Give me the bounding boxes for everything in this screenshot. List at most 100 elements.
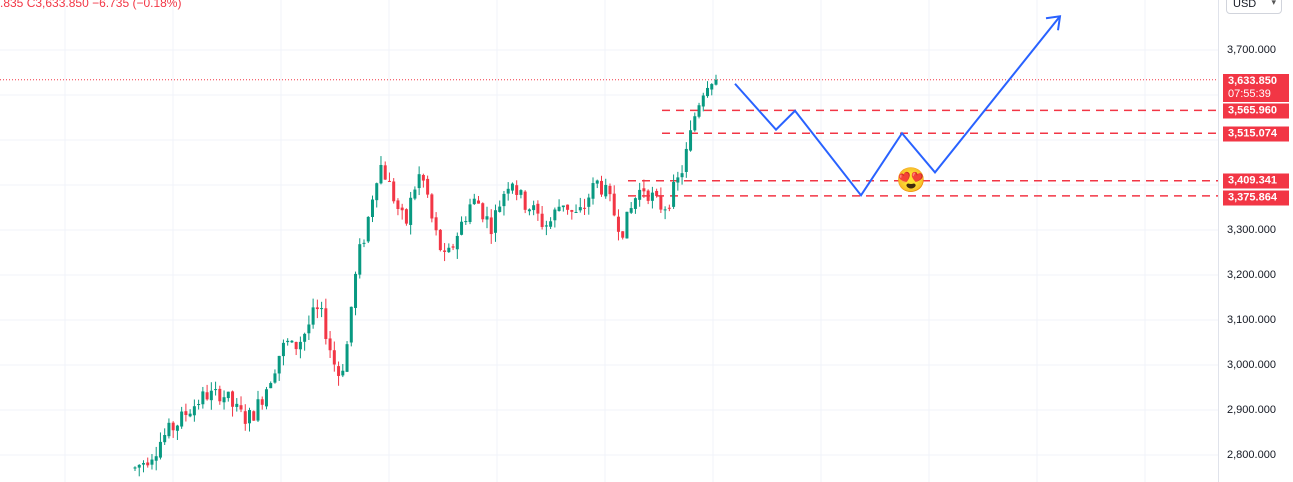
candle-body [404,209,408,224]
projection-path[interactable] [734,15,1062,198]
candle-body [400,207,404,211]
candle-body [502,193,506,207]
candle-body [298,341,302,350]
grid-lines [0,0,1218,482]
candle-body [370,199,374,217]
ohlc-legend: .835 C3,633.850 −6.735 (−0.18%) [0,0,187,10]
candle-body [307,324,311,334]
last-price-label: 3,633.850 07:55:39 [1223,74,1289,102]
candle-body [612,193,616,216]
candle-body [409,197,413,225]
arrow-head [1045,15,1062,31]
candle-body [273,373,277,383]
chart-canvas[interactable] [0,0,1218,482]
candle-body [591,183,595,199]
candle-body [392,181,396,202]
candle-body [396,200,400,209]
price-axis[interactable]: USD ▾ 3,700.000 3,300.000 3,200.000 3,100.0… [1218,0,1293,482]
candle-body [455,235,459,250]
candle-body [269,383,273,389]
candle-body [141,463,145,465]
candle-body [451,246,455,248]
candle-body [337,366,341,376]
heart-eyes-emoji: 😍 [896,166,926,194]
candle-body [320,308,324,310]
candle-body [532,205,536,211]
candle-body [684,148,688,172]
candle-body [137,464,141,468]
candle-body [387,180,391,182]
candle-body [493,210,497,233]
candle-body [557,206,561,211]
candle-body [438,229,442,251]
level-label-1: 3,565.960 [1223,103,1289,119]
candle-body [468,204,472,222]
candle-body [629,208,633,213]
candle-body [693,116,697,131]
candle-body [375,183,379,201]
candle-body [667,207,671,209]
candle-body [226,391,230,399]
chart-area[interactable]: .835 C3,633.850 −6.735 (−0.18%) 😍 [0,0,1218,482]
price-tick-label: 2,900.000 [1227,404,1276,416]
candle-body [595,180,599,184]
candle-body [570,210,574,212]
candle-body [481,203,485,220]
candle-body [544,225,548,227]
candle-body [434,217,438,231]
candle-body [625,211,629,239]
candle-body [447,247,451,253]
price-tick-label: 2,800.000 [1227,449,1276,461]
candle-body [599,180,603,195]
candle-body [231,391,235,407]
candle-body [574,211,578,213]
level-label-2: 3,515.074 [1223,126,1289,142]
candle-body [549,221,553,227]
candle-body [184,411,188,416]
candle-body [515,185,519,195]
ohlc-values: .835 C3,633.850 −6.735 (−0.18%) [0,0,182,10]
level-label-3: 3,409.341 [1223,173,1289,189]
candle-body [358,244,362,275]
price-tick-label: 3,100.000 [1227,314,1276,326]
candle-body [710,84,714,90]
candle-body [523,191,527,210]
candle-body [192,406,196,416]
candle-body [510,183,514,191]
candle-body [235,403,239,407]
candle-body [519,190,523,195]
candle-body [460,221,464,235]
candle-body [566,204,570,210]
candle-body [146,462,150,466]
candle-body [209,390,213,401]
candle-body [252,411,256,421]
candle-body [379,164,383,184]
candle-body [633,198,637,209]
candle-body [587,197,591,207]
candle-body [616,216,620,232]
candle-body [472,198,476,205]
candle-body [536,203,540,214]
candle-body [286,340,290,343]
candle-body [163,434,167,443]
candle-body [171,422,175,431]
price-tick-label: 3,200.000 [1227,269,1276,281]
horizontal-levels[interactable] [628,109,1218,197]
candle-body [540,213,544,227]
candle-body [205,392,209,400]
candle-body [256,399,260,421]
candle-body [527,209,531,212]
currency-selector[interactable]: USD ▾ [1226,0,1282,14]
candle-body [222,397,226,403]
candle-body [650,192,654,201]
candle-body [421,174,425,181]
candle-body [663,209,667,211]
candle-body [180,411,184,427]
candle-body [133,467,137,469]
candle-body [175,425,179,431]
candle-body [646,190,650,201]
candle-body [154,456,158,461]
candle-body [248,410,252,424]
candle-body [239,405,243,410]
candle-body [383,165,387,180]
